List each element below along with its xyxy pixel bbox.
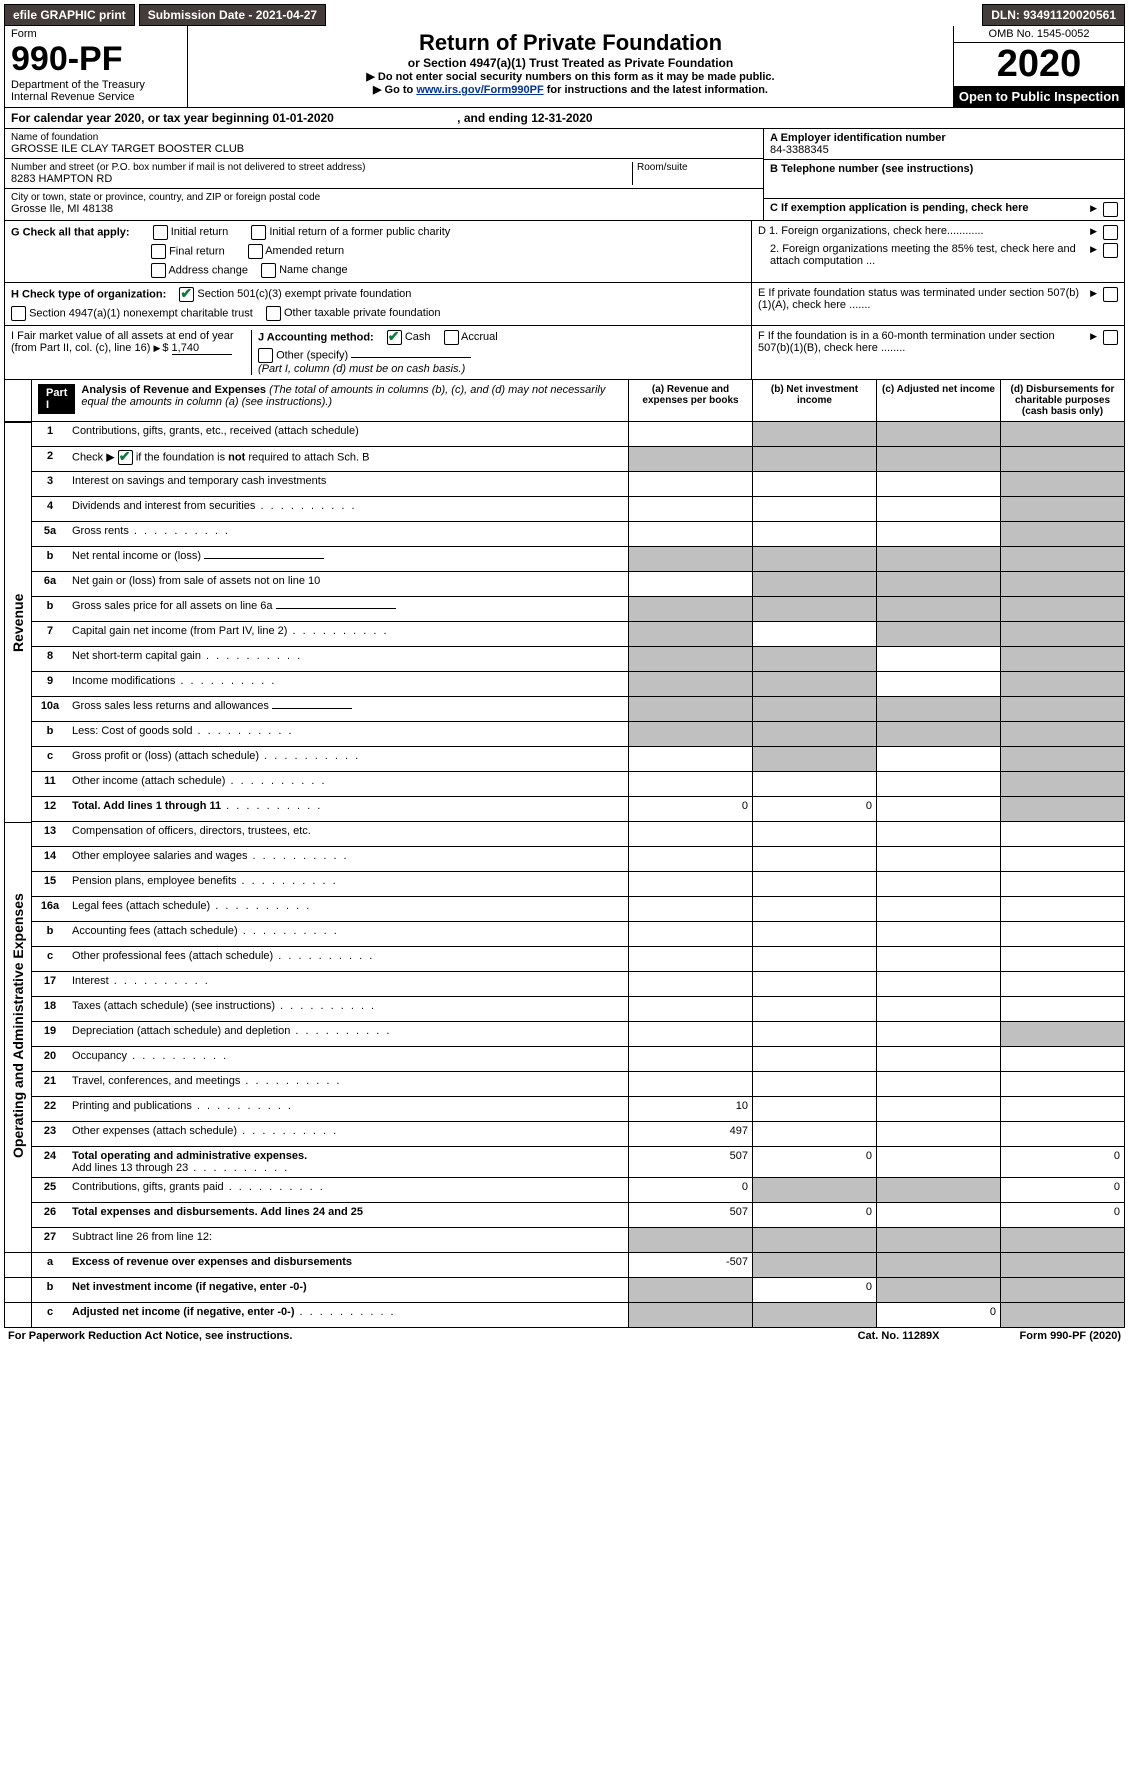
city: Grosse Ile, MI 48138: [11, 203, 757, 215]
calendar-year: For calendar year 2020, or tax year begi…: [4, 108, 1125, 129]
g-name-cb[interactable]: [261, 263, 276, 278]
h-other-cb[interactable]: [266, 306, 281, 321]
name-label: Name of foundation: [11, 132, 757, 143]
j-accrual-cb[interactable]: [444, 330, 459, 345]
e-label: E If private foundation status was termi…: [758, 287, 1086, 311]
note1: ▶ Do not enter social security numbers o…: [192, 70, 949, 83]
arrow-icon: [1090, 225, 1099, 237]
footer-right: Form 990-PF (2020): [1020, 1330, 1121, 1342]
d2: 2. Foreign organizations meeting the 85%…: [758, 243, 1086, 267]
dln: DLN: 93491120020561: [982, 4, 1125, 26]
footer: For Paperwork Reduction Act Notice, see …: [4, 1328, 1125, 1344]
j-label: J Accounting method:: [258, 331, 374, 343]
g-amended-cb[interactable]: [248, 244, 263, 259]
form-number: 990-PF: [11, 40, 181, 79]
j-other-cb[interactable]: [258, 348, 273, 363]
efile-btn[interactable]: efile GRAPHIC print: [4, 4, 135, 26]
dept2: Internal Revenue Service: [11, 91, 181, 103]
d1: D 1. Foreign organizations, check here..…: [758, 225, 1086, 237]
arrow-icon: [1090, 287, 1099, 299]
g-label: G Check all that apply:: [11, 226, 130, 238]
d1-cb[interactable]: [1103, 225, 1118, 240]
part1-tag: Part I: [38, 384, 75, 414]
col-a: (a) Revenue and expenses per books: [628, 380, 752, 421]
part1-header: Part I Analysis of Revenue and Expenses …: [4, 380, 1125, 422]
omb: OMB No. 1545-0052: [954, 26, 1124, 43]
addr-label: Number and street (or P.O. box number if…: [11, 162, 632, 173]
h-row: H Check type of organization: Section 50…: [4, 283, 1125, 326]
dept1: Department of the Treasury: [11, 79, 181, 91]
form-title: Return of Private Foundation: [192, 30, 949, 56]
ein: 84-3388345: [770, 144, 1118, 156]
c-label: C If exemption application is pending, c…: [770, 202, 1086, 214]
phone-label: B Telephone number (see instructions): [770, 163, 1118, 175]
address: 8283 HAMPTON RD: [11, 173, 632, 185]
info-grid: Name of foundation GROSSE ILE CLAY TARGE…: [4, 129, 1125, 221]
g-final-cb[interactable]: [151, 244, 166, 259]
footer-left: For Paperwork Reduction Act Notice, see …: [8, 1330, 858, 1342]
room-label: Room/suite: [637, 162, 757, 173]
form-label: Form: [11, 28, 181, 40]
expenses-vlabel: Operating and Administrative Expenses: [4, 822, 32, 1228]
f-cb[interactable]: [1103, 330, 1118, 345]
form-header: Form 990-PF Department of the Treasury I…: [4, 26, 1125, 108]
g-initial-cb[interactable]: [153, 225, 168, 240]
i-j-row: I Fair market value of all assets at end…: [4, 326, 1125, 380]
foundation-name: GROSSE ILE CLAY TARGET BOOSTER CLUB: [11, 143, 757, 155]
irs-link[interactable]: www.irs.gov/Form990PF: [416, 84, 543, 96]
h-501-cb[interactable]: [179, 287, 194, 302]
city-label: City or town, state or province, country…: [11, 192, 757, 203]
d2-cb[interactable]: [1103, 243, 1118, 258]
e-cb[interactable]: [1103, 287, 1118, 302]
arrow-icon: [1090, 330, 1099, 342]
revenue-section: Revenue 1Contributions, gifts, grants, e…: [4, 422, 1125, 822]
j-note: (Part I, column (d) must be on cash basi…: [258, 363, 465, 375]
col-d: (d) Disbursements for charitable purpose…: [1000, 380, 1124, 421]
f-label: F If the foundation is in a 60-month ter…: [758, 330, 1086, 354]
topbar: efile GRAPHIC print Submission Date - 20…: [4, 4, 1125, 26]
col-c: (c) Adjusted net income: [876, 380, 1000, 421]
open-inspection: Open to Public Inspection: [954, 86, 1124, 107]
c-checkbox[interactable]: [1103, 202, 1118, 217]
h-4947-cb[interactable]: [11, 306, 26, 321]
revenue-vlabel: Revenue: [4, 422, 32, 822]
expenses-section: Operating and Administrative Expenses 13…: [4, 822, 1125, 1228]
g-h-row: G Check all that apply: Initial return I…: [4, 221, 1125, 283]
note2: ▶ Go to www.irs.gov/Form990PF for instru…: [192, 83, 949, 96]
submission-btn[interactable]: Submission Date - 2021-04-27: [139, 4, 326, 26]
footer-mid: Cat. No. 11289X: [858, 1330, 940, 1342]
col-b: (b) Net investment income: [752, 380, 876, 421]
g-initial-former-cb[interactable]: [251, 225, 266, 240]
j-cash-cb[interactable]: [387, 330, 402, 345]
g-addr-cb[interactable]: [151, 263, 166, 278]
arrow-icon: [1090, 202, 1099, 214]
form-subtitle: or Section 4947(a)(1) Trust Treated as P…: [192, 56, 949, 70]
arrow-icon: [1090, 243, 1099, 255]
i-val: 1,740: [172, 342, 232, 355]
l2-cb[interactable]: [118, 450, 133, 465]
ein-label: A Employer identification number: [770, 132, 1118, 144]
h-label: H Check type of organization:: [11, 288, 166, 300]
tax-year: 2020: [954, 43, 1124, 86]
